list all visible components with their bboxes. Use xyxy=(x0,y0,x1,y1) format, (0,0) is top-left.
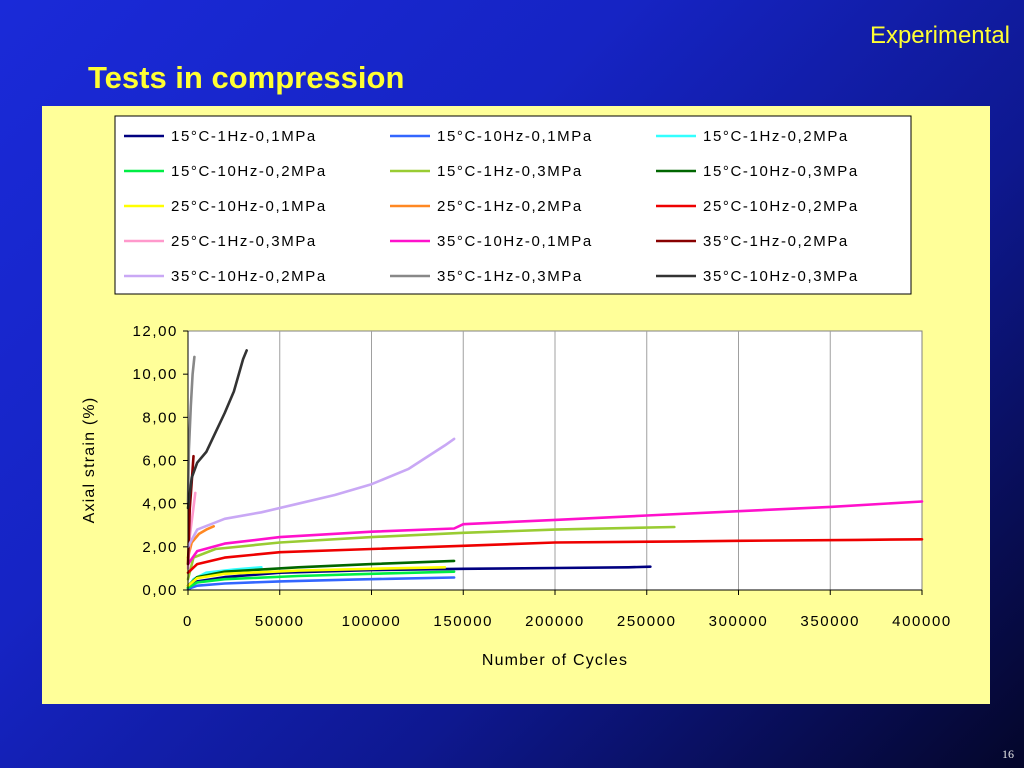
legend-label: 15°C-1Hz-0,3MPa xyxy=(437,163,583,180)
legend-label: 35°C-1Hz-0,3MPa xyxy=(437,268,583,285)
slide-title: Tests in compression xyxy=(88,60,405,95)
legend-label: 35°C-1Hz-0,2MPa xyxy=(703,233,849,250)
y-tick-label: 4,00 xyxy=(142,496,178,513)
chart-area: 15°C-1Hz-0,1MPa 15°C-10Hz-0,1MPa 15°C-1Hz-… xyxy=(42,106,990,704)
y-axis-label: Axial strain (%) xyxy=(81,397,98,524)
legend-label: 15°C-10Hz-0,1MPa xyxy=(437,128,593,145)
legend-label: 25°C-1Hz-0,2MPa xyxy=(437,198,583,215)
legend: 15°C-1Hz-0,1MPa 15°C-10Hz-0,1MPa 15°C-1Hz-… xyxy=(124,128,859,285)
grid xyxy=(279,331,831,590)
x-tick-label: 250000 xyxy=(617,613,677,630)
series-lines xyxy=(186,349,924,591)
series-line-7 xyxy=(186,565,447,588)
y-tick-label: 6,00 xyxy=(142,453,178,470)
series-line-11 xyxy=(186,500,924,566)
y-tick-label: 8,00 xyxy=(142,409,178,426)
section-label: Experimental xyxy=(869,22,1010,49)
series-line-13 xyxy=(186,437,456,549)
legend-label: 35°C-10Hz-0,1MPa xyxy=(437,233,593,250)
legend-label: 35°C-10Hz-0,3MPa xyxy=(703,268,859,285)
x-tick-label: 350000 xyxy=(800,613,860,630)
x-tick-label: 200000 xyxy=(525,613,585,630)
legend-box xyxy=(114,115,912,295)
x-tick-label: 300000 xyxy=(709,613,769,630)
compression-strain-chart: 15°C-1Hz-0,1MPa 15°C-10Hz-0,1MPa 15°C-1Hz-… xyxy=(81,115,952,669)
x-axis-label: Number of Cycles xyxy=(482,652,628,669)
legend-label: 25°C-10Hz-0,1MPa xyxy=(171,198,327,215)
series-line-2 xyxy=(186,576,456,591)
series-line-9 xyxy=(186,537,924,575)
x-tick-label: 400000 xyxy=(892,613,952,630)
axes: 0 50000 100000 150000 200000 250000 300000 3500… xyxy=(132,323,952,630)
y-tick-label: 10,00 xyxy=(132,366,178,383)
series-line-4 xyxy=(186,570,456,590)
x-tick-label: 50000 xyxy=(255,613,305,630)
legend-label: 15°C-10Hz-0,2MPa xyxy=(171,163,327,180)
series-line-15 xyxy=(186,349,248,510)
legend-label: 15°C-1Hz-0,1MPa xyxy=(171,128,317,145)
y-tick-label: 2,00 xyxy=(142,539,178,556)
x-tick-label: 150000 xyxy=(433,613,493,630)
legend-label: 25°C-10Hz-0,2MPa xyxy=(703,198,859,215)
x-tick-label: 0 xyxy=(183,613,193,630)
y-tick-label: 0,00 xyxy=(142,582,178,599)
legend-label: 35°C-10Hz-0,2MPa xyxy=(171,268,327,285)
series-line-8 xyxy=(186,524,215,559)
legend-label: 15°C-10Hz-0,3MPa xyxy=(703,163,859,180)
page-number: 16 xyxy=(1002,747,1014,761)
legend-label: 15°C-1Hz-0,2MPa xyxy=(703,128,849,145)
legend-label: 25°C-1Hz-0,3MPa xyxy=(171,233,317,250)
series-line-14 xyxy=(186,355,196,506)
y-tick-label: 12,00 xyxy=(132,323,178,340)
series-line-5 xyxy=(186,525,676,581)
x-tick-label: 100000 xyxy=(342,613,402,630)
